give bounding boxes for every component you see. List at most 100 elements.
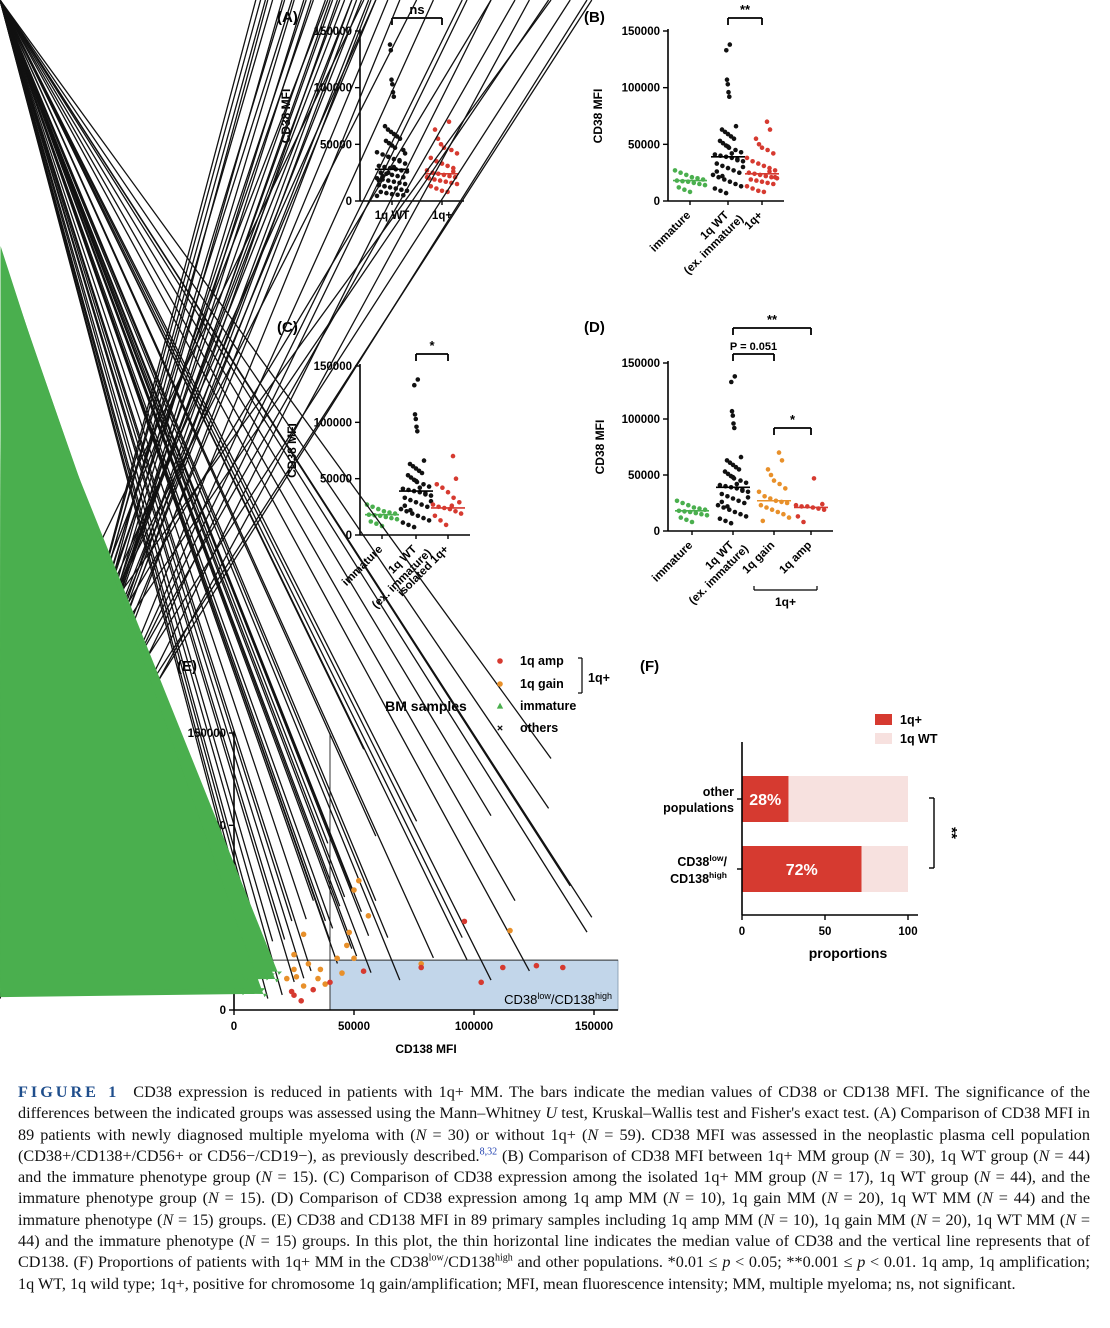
- data-point: [443, 179, 449, 184]
- x-tick-label: 50: [819, 926, 832, 938]
- category-label-part: /: [724, 855, 728, 869]
- data-point: [779, 458, 785, 463]
- caption-part: = 15) groups. (E) CD38 and CD138 MFI in …: [173, 1210, 764, 1229]
- data-point: [738, 184, 744, 189]
- data-point: [750, 186, 755, 191]
- x-tick-label: 100: [898, 926, 917, 938]
- data-point: [380, 152, 385, 157]
- data-point: [315, 975, 321, 982]
- caption-part: = 10), 1q gain MM (: [774, 1210, 916, 1229]
- data-point: [684, 517, 689, 523]
- group-bracket-label: 1q+: [775, 595, 796, 609]
- data-point: [678, 170, 683, 175]
- data-point: [284, 975, 290, 982]
- data-point: [768, 496, 773, 501]
- x-tick-label: 1q gain: [740, 539, 777, 576]
- y-tick-label: 0: [654, 196, 660, 208]
- data-point: [737, 170, 742, 175]
- caption-part: p: [857, 1253, 866, 1272]
- data-point: [689, 519, 695, 525]
- caption-part: = 44) and the immature phenotype group (: [18, 1146, 1090, 1187]
- data-point: [691, 180, 697, 186]
- data-point: [732, 509, 738, 515]
- panel-label: (D): [584, 319, 605, 336]
- caption-part: 8,32: [479, 1146, 498, 1158]
- caption-part: = 44) and the immature phenotype (: [18, 1189, 1091, 1229]
- data-point: [767, 127, 773, 132]
- data-point: [389, 77, 394, 82]
- data-point: [743, 514, 749, 519]
- data-point: [322, 981, 329, 987]
- data-point: [478, 979, 485, 986]
- significance-label: **: [767, 312, 778, 327]
- data-point: [370, 504, 375, 510]
- y-tick-label: 50000: [628, 139, 660, 151]
- data-point: [724, 48, 729, 53]
- category-label: CD38low/: [677, 853, 727, 869]
- caption-part: < 0.05; **0.001 ≤: [730, 1253, 858, 1272]
- data-point: [704, 513, 710, 518]
- data-point: [811, 476, 817, 481]
- caption-part: = 17), 1q WT group (: [827, 1168, 980, 1187]
- data-point: [672, 168, 678, 173]
- legend-label: immature: [520, 699, 576, 713]
- data-point: [426, 518, 432, 523]
- data-point: [745, 495, 751, 500]
- data-point: [726, 89, 731, 95]
- data-point: [412, 412, 418, 417]
- legend-swatch: [875, 714, 892, 725]
- data-point: [725, 504, 730, 509]
- data-point: [437, 178, 443, 183]
- data-point: [360, 968, 367, 974]
- data-point: [764, 505, 769, 510]
- data-point: [399, 187, 404, 192]
- significance-label: *: [790, 412, 796, 427]
- data-point: [430, 502, 436, 507]
- data-point: [719, 491, 725, 497]
- data-point: [795, 514, 801, 519]
- data-point: [678, 515, 684, 520]
- x-tick-label: immature: [648, 209, 693, 254]
- data-point: [395, 173, 400, 179]
- caption-part: test, Kruskal–Wallis test and Fisher's e…: [18, 1104, 1090, 1144]
- x-axis-label: proportions: [809, 945, 888, 961]
- significance-label: *: [429, 338, 435, 353]
- data-point: [763, 173, 769, 179]
- y-tick-label: 0: [346, 530, 352, 542]
- data-point: [0, 258, 258, 975]
- data-point: [801, 519, 806, 525]
- data-point: [772, 174, 778, 180]
- x-tick-label: 1q amp: [777, 539, 814, 576]
- data-point: [734, 481, 740, 487]
- data-point: [784, 500, 790, 506]
- data-point: [723, 190, 729, 196]
- caption-part: = 15) groups. In this plot, the thin hor…: [18, 1232, 1090, 1272]
- x-tick-label: 0: [739, 926, 745, 938]
- data-point: [365, 913, 372, 919]
- data-point: [718, 188, 723, 194]
- data-point: [724, 77, 730, 82]
- legend-marker: [496, 702, 504, 709]
- data-point: [432, 177, 437, 182]
- data-point: [717, 516, 723, 521]
- caption-part: = 30) or without 1q+ (: [426, 1125, 588, 1144]
- data-point: [722, 177, 727, 182]
- data-point: [453, 509, 458, 514]
- data-point: [680, 500, 685, 506]
- caption-part: = 30), 1q WT group (: [890, 1146, 1039, 1165]
- x-tick-label: immature: [650, 539, 695, 584]
- data-point: [423, 492, 428, 497]
- data-point: [382, 184, 387, 189]
- data-point: [756, 489, 762, 495]
- data-point: [413, 416, 419, 422]
- data-point: [402, 503, 408, 509]
- significance-label: P = 0.051: [730, 341, 777, 353]
- data-point: [684, 172, 689, 178]
- legend-label: others: [520, 721, 558, 735]
- data-point: [697, 181, 702, 187]
- category-label-part: CD138: [670, 872, 709, 886]
- data-point: [744, 155, 750, 161]
- data-point: [293, 974, 300, 980]
- caption-part: N: [162, 1210, 174, 1229]
